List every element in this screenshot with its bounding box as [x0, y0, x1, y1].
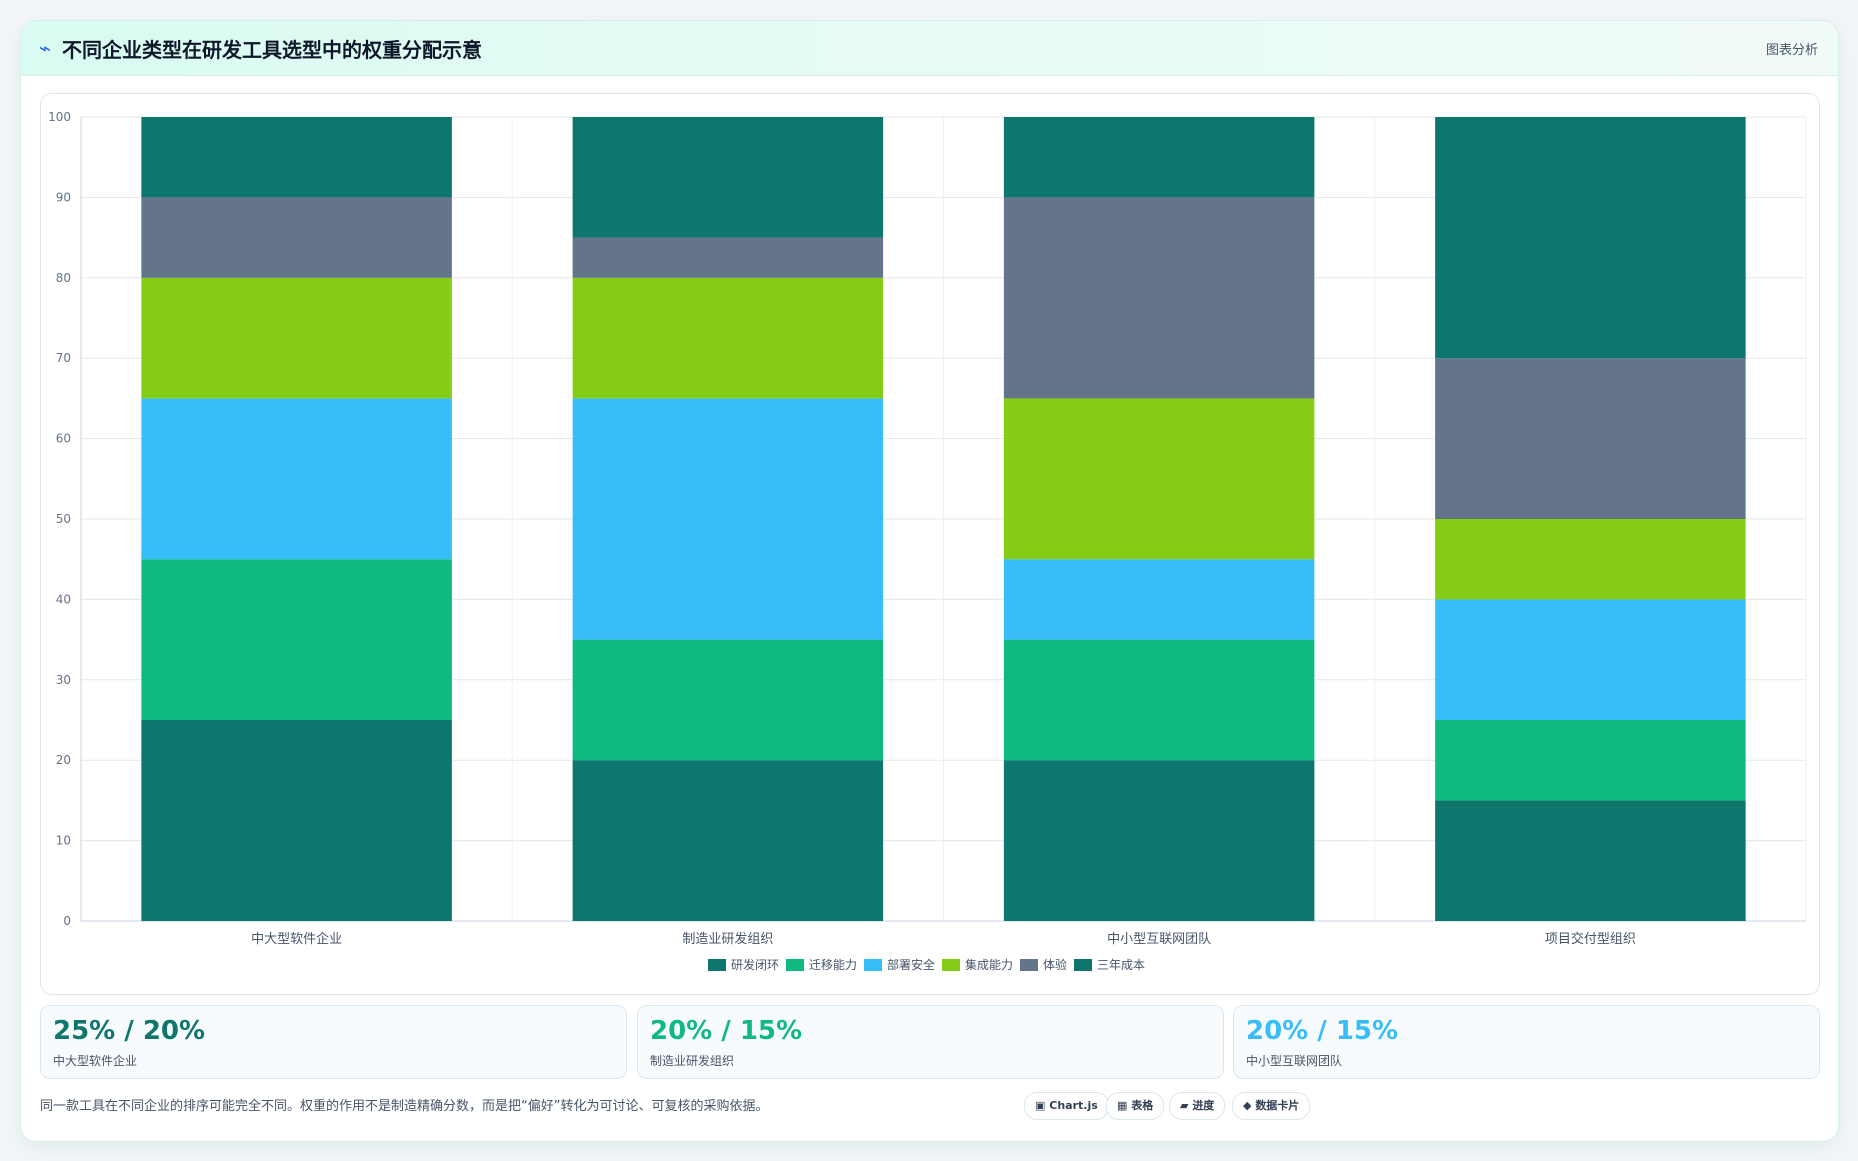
legend-label: 迁移能力 [809, 958, 857, 972]
bar-segment[interactable] [1003, 760, 1315, 921]
x-tick-label: 项目交付型组织 [1545, 931, 1636, 947]
bar-segment[interactable] [1003, 117, 1315, 198]
y-tick-label: 90 [56, 190, 71, 204]
legend-swatch [708, 959, 726, 971]
bar-segment[interactable] [1003, 639, 1315, 761]
table-tag[interactable]: ▦ 表格 [1106, 1092, 1165, 1120]
legend-swatch [864, 959, 882, 971]
legend-swatch [942, 959, 960, 971]
card-header: ⌁ 不同企业类型在研发工具选型中的权重分配示意 图表分析 [21, 21, 1838, 76]
chart-card: ⌁ 不同企业类型在研发工具选型中的权重分配示意 图表分析 0 10 20 30 40 50… [20, 20, 1839, 1142]
progress-tag-label: 进度 [1192, 1099, 1215, 1112]
stacked-bar-chart: 0 10 20 30 40 50 60 70 80 90 100 中大型软件企业 制造业研发组织 中小型互… [48, 110, 1807, 972]
x-tick-label: 制造业研发组织 [682, 931, 773, 947]
y-tick-label: 20 [56, 753, 71, 767]
stat-card-1: 25% / 20% 中大型软件企业 [40, 1005, 627, 1079]
y-tick-label: 70 [56, 351, 71, 365]
legend-swatch [1020, 959, 1038, 971]
stat-card-3: 20% / 15% 中小型互联网团队 [1233, 1005, 1820, 1079]
stat-value-1: 25% / 20% [53, 1016, 206, 1046]
data-card-tag[interactable]: ◆ 数据卡片 [1232, 1092, 1311, 1120]
legend-label: 体验 [1043, 957, 1067, 972]
bar-segment[interactable] [1435, 720, 1746, 801]
bar-segment[interactable] [1435, 519, 1746, 600]
bar-segment[interactable] [141, 720, 452, 921]
bar-segment[interactable] [1435, 599, 1746, 720]
bar-segment[interactable] [572, 760, 884, 921]
bar-segment[interactable] [572, 117, 884, 238]
stat-label-3: 中小型互联网团队 [1246, 1054, 1343, 1068]
bar-segment[interactable] [1003, 197, 1315, 399]
diamond-icon: ◆ [1243, 1099, 1252, 1112]
bar-segment[interactable] [1435, 117, 1746, 359]
bar-segment[interactable] [141, 197, 452, 278]
stat-label-2: 制造业研发组织 [650, 1054, 735, 1068]
y-tick-label: 0 [63, 914, 71, 928]
legend-label: 研发闭环 [731, 957, 779, 972]
legend-item[interactable]: 研发闭环 [708, 957, 779, 972]
bar-segment[interactable] [572, 398, 884, 640]
legend-label: 集成能力 [965, 957, 1013, 972]
bar-segment[interactable] [141, 117, 452, 198]
chart-container: 0 10 20 30 40 50 60 70 80 90 100 中大型软件企业 制造业研发组织 中小型互… [40, 93, 1820, 995]
legend-item[interactable]: 三年成本 [1074, 958, 1145, 972]
legend-item[interactable]: 体验 [1020, 957, 1067, 972]
chartjs-tag-label: Chart.js [1049, 1099, 1098, 1112]
legend-item[interactable]: 迁移能力 [786, 958, 857, 972]
y-tick-label: 100 [48, 110, 71, 124]
stat-value-3: 20% / 15% [1246, 1016, 1399, 1046]
activity-icon: ⌁ [39, 36, 52, 60]
bar-segment[interactable] [1003, 559, 1315, 640]
bar-segment[interactable] [572, 639, 884, 761]
y-tick-label: 30 [56, 673, 71, 687]
y-tick-label: 40 [56, 592, 71, 606]
bar-segment[interactable] [1435, 358, 1746, 519]
chart-analysis-label: 图表分析 [1765, 43, 1818, 58]
stat-cards: 25% / 20% 中大型软件企业 20% / 15% 制造业研发组织 20% … [40, 1005, 1820, 1079]
legend-swatch [786, 959, 804, 971]
stat-label-1: 中大型软件企业 [53, 1054, 138, 1068]
bar-segment[interactable] [572, 237, 884, 278]
legend-item[interactable]: 部署安全 [864, 957, 935, 972]
stat-card-2: 20% / 15% 制造业研发组织 [637, 1005, 1224, 1079]
bar-segment[interactable] [1435, 800, 1746, 921]
page-title: 不同企业类型在研发工具选型中的权重分配示意 [62, 38, 482, 62]
y-tick-label: 60 [56, 432, 71, 446]
table-icon: ▦ [1117, 1099, 1128, 1112]
legend-item[interactable]: 集成能力 [942, 957, 1013, 972]
bar-segment[interactable] [141, 559, 452, 720]
progress-tag[interactable]: ▰ 进度 [1169, 1092, 1226, 1120]
legend-label: 部署安全 [887, 957, 935, 972]
bar-segment[interactable] [141, 277, 452, 399]
y-tick-label: 10 [56, 834, 71, 848]
chart-icon: ▣ [1035, 1099, 1046, 1112]
bar-segment[interactable] [1003, 398, 1315, 560]
table-tag-label: 表格 [1131, 1099, 1154, 1112]
chartjs-tag[interactable]: ▣ Chart.js [1024, 1092, 1109, 1120]
progress-icon: ▰ [1180, 1099, 1189, 1112]
x-tick-label: 中小型互联网团队 [1107, 932, 1211, 947]
data-card-tag-label: 数据卡片 [1255, 1099, 1300, 1112]
x-tick-label: 中大型软件企业 [251, 931, 342, 947]
stat-value-2: 20% / 15% [650, 1016, 803, 1046]
footnote: 同一款工具在不同企业的排序可能完全不同。权重的作用不是制造精确分数，而是把“偏好… [40, 1099, 769, 1114]
legend-swatch [1074, 959, 1092, 971]
bar-segment[interactable] [141, 398, 452, 560]
bar-segment[interactable] [572, 277, 884, 399]
y-tick-label: 80 [56, 271, 71, 285]
legend-label: 三年成本 [1097, 958, 1145, 972]
y-tick-label: 50 [56, 512, 71, 526]
